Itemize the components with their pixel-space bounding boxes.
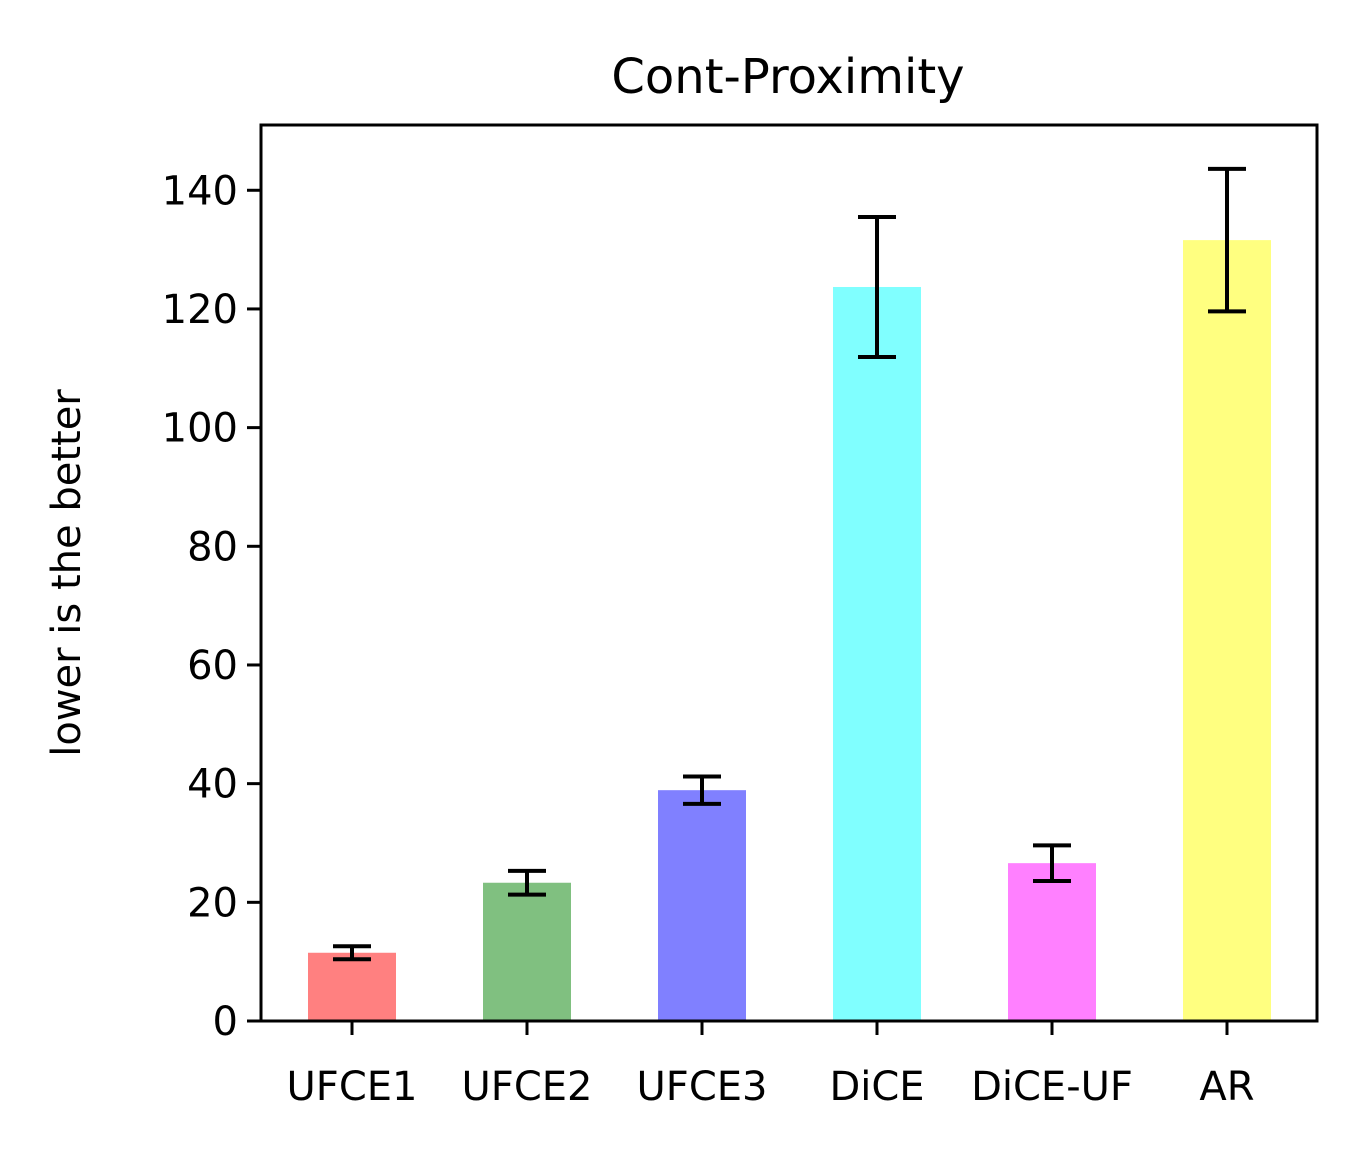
error-bar-ar: [1208, 166, 1246, 314]
y-tick-label: 80: [187, 524, 238, 570]
bar-dice-uf: [1008, 863, 1096, 1021]
plot-frame: [259, 123, 1319, 1023]
chart-title: Cont-Proximity: [611, 49, 964, 105]
y-tick-label: 40: [187, 762, 238, 808]
x-tick-label: UFCE1: [287, 1064, 418, 1110]
error-bars-group: [333, 166, 1246, 962]
x-tick-label: DiCE-UF: [971, 1064, 1133, 1110]
x-axis: UFCE1 UFCE2 UFCE3 DiCE DiCE-UF AR: [287, 1021, 1255, 1110]
y-tick-label: 120: [162, 287, 238, 333]
x-tick-label: AR: [1199, 1064, 1254, 1110]
y-tick-label: 60: [187, 643, 238, 689]
error-bar-ufce1: [333, 944, 371, 962]
bar-ar: [1183, 240, 1271, 1021]
bar-ufce1: [308, 952, 396, 1021]
x-tick-label: DiCE: [829, 1064, 924, 1110]
error-bar-ufce3: [683, 774, 721, 806]
error-bar-dice-uf: [1033, 843, 1071, 883]
bar-ufce3: [658, 790, 746, 1021]
bars-group: [308, 240, 1271, 1021]
bar-ufce2: [483, 882, 571, 1021]
bar-dice: [833, 286, 921, 1021]
y-axis-label: lower is the better: [44, 389, 90, 757]
y-tick-label: 140: [162, 168, 238, 214]
error-bar-dice: [858, 214, 896, 360]
error-bar-ufce2: [508, 868, 546, 897]
y-tick-label: 100: [162, 406, 238, 452]
x-tick-label: UFCE2: [462, 1064, 593, 1110]
y-tick-label: 0: [213, 999, 238, 1045]
y-tick-label: 20: [187, 880, 238, 926]
y-axis: 0 20 40 60 80 100 120 140: [162, 168, 261, 1045]
x-tick-label: UFCE3: [637, 1064, 768, 1110]
